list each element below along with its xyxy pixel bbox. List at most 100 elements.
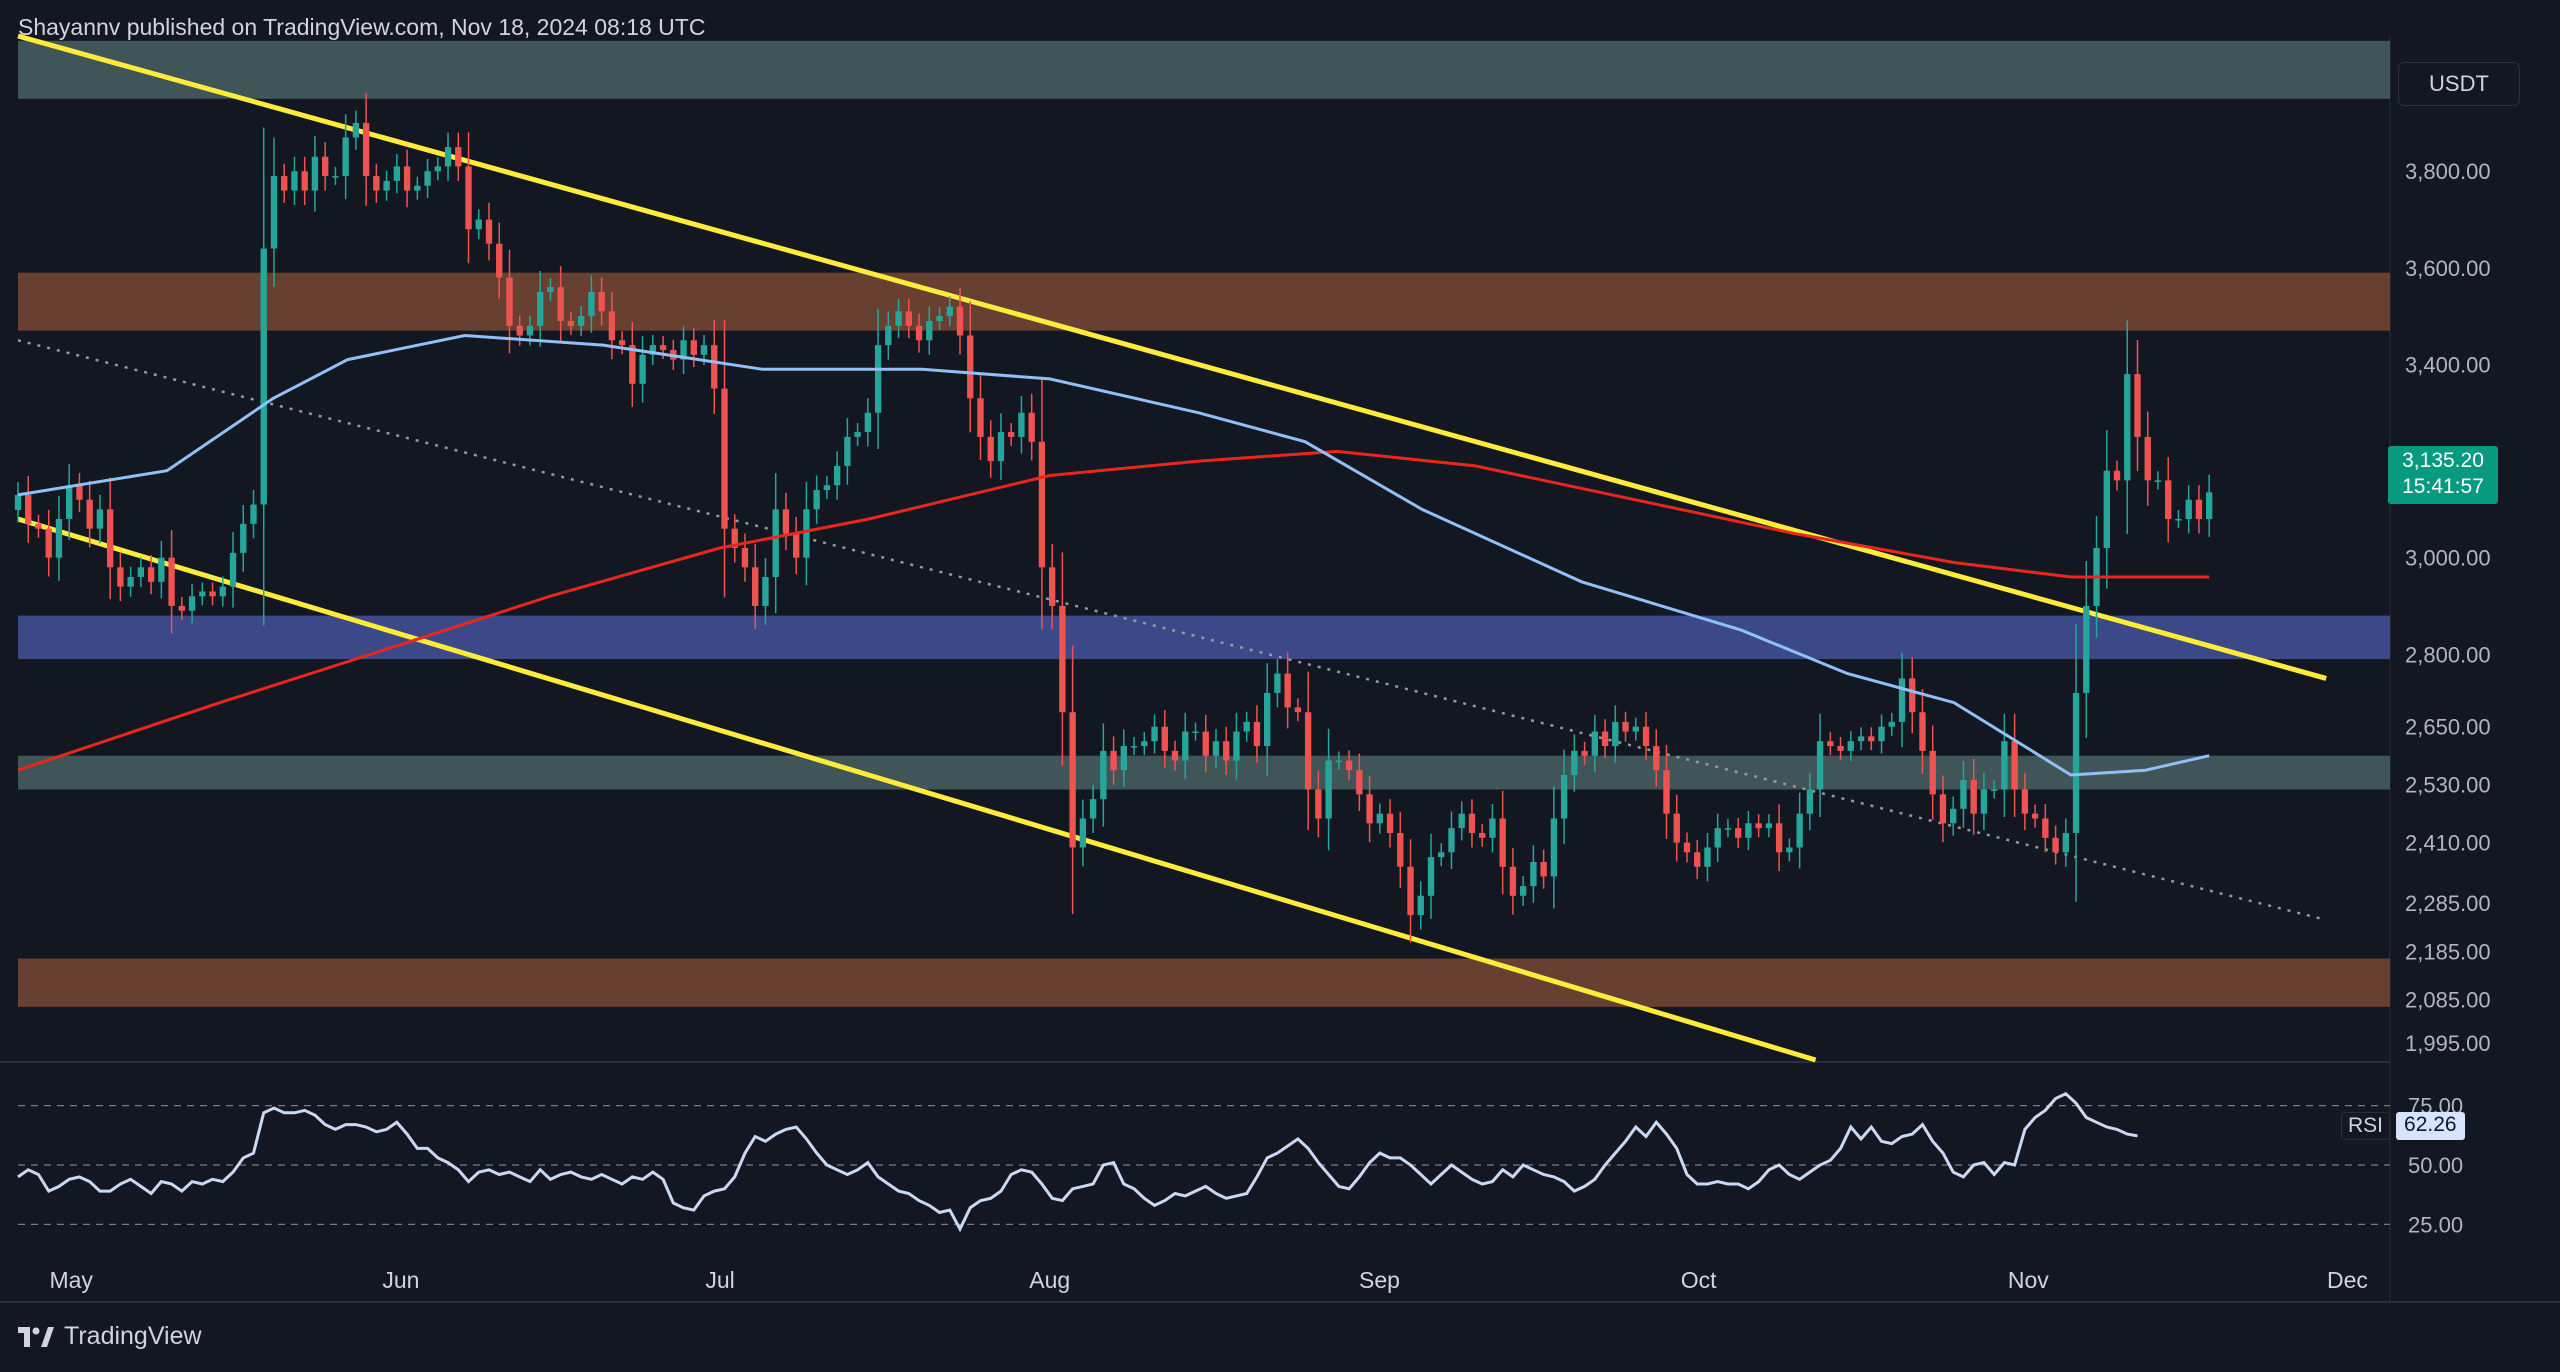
candle-body [1990,789,1998,792]
candle-body [2124,374,2131,481]
candle-body [352,122,360,138]
candle-body [1407,866,1414,916]
candle-body [229,552,237,587]
zone-support-2550 [18,755,2390,790]
candle-body [1499,818,1506,867]
candle-body [547,287,554,292]
candle-body [496,243,503,278]
candle-body [1366,794,1373,824]
candle-body [1130,746,1138,748]
candle-body [414,185,421,191]
candle-body [1264,692,1271,747]
candle-body [711,345,718,389]
candle-body [281,176,288,191]
candle-body [1223,741,1230,761]
candle-body [1100,750,1107,800]
candle-body [178,605,186,611]
candle-body [2072,692,2080,833]
price-tick-label: 3,600.00 [2405,256,2491,281]
candle-body [1171,750,1179,761]
candle-body [2195,499,2203,520]
candle-body [1591,731,1599,756]
candle-body [1253,721,1261,747]
price-tick-label: 3,800.00 [2405,159,2491,184]
price-tick-label: 3,400.00 [2405,352,2491,377]
time-tick-nov: Nov [2008,1267,2049,1293]
currency-selector[interactable]: USDT [2398,62,2520,106]
candle-body [1161,726,1168,751]
candle-body [2103,470,2110,548]
candle-body [1857,736,1865,742]
candle-body [639,354,646,384]
candle-body [373,176,380,191]
candle-body [1540,861,1547,877]
candle-body [997,432,1005,462]
candle-body [485,219,493,244]
candle-body [2113,470,2121,481]
candle-body [1735,828,1742,838]
price-tick-label: 2,530.00 [2405,773,2491,798]
candle-body [905,311,912,326]
candle-body [1489,818,1496,838]
candle-body [1663,770,1670,814]
candle-body [1335,760,1343,763]
candle-body [199,591,206,597]
candle-body [1673,813,1680,843]
candle-body [1345,760,1353,771]
candle-body [55,519,63,558]
candle-body [434,166,441,172]
candle-body [2134,374,2141,437]
ma-fast-line [17,333,2210,777]
candle-body [1294,707,1302,713]
candle-body [1950,808,1957,824]
candle-body [1919,712,1926,751]
candle-body [45,528,52,558]
candle-body [209,591,216,597]
candle-body [321,156,329,177]
candle-body [577,316,585,326]
moving-averages [17,333,2210,777]
candle-body [1284,673,1291,708]
candle-body [332,176,339,178]
candle-body [588,292,595,317]
candle-body [915,325,923,341]
candle-body [2062,832,2070,853]
candle-body [1479,832,1486,838]
rsi-legend[interactable]: RSI 62.26 [2341,1112,2465,1140]
candle-body [393,166,401,181]
candle-body [2031,813,2039,819]
candle-body [2011,741,2018,790]
candle-body [659,345,667,350]
candle-body [1519,886,1527,896]
candle-body [240,523,247,553]
candle-body [1509,866,1517,896]
candle-body [362,122,370,177]
candle-body [1550,818,1558,877]
candle-body [844,436,851,466]
candle-body [2144,436,2151,481]
candle-body [874,345,882,413]
candle-body [403,166,411,191]
candle-body [1775,823,1783,853]
candle-body [1386,813,1394,833]
current-price-tag: 3,135.20 15:41:57 [2388,446,2498,504]
candle-body [117,567,124,587]
candle-body [1028,412,1035,442]
candle-body [956,306,964,336]
candle-body [1141,741,1148,747]
candle-body [1898,678,1906,722]
candle-body [864,412,872,433]
candle-body [219,586,226,597]
candle-body [690,340,697,355]
rsi-tick-label: 25.00 [2408,1212,2463,1237]
tradingview-brand[interactable]: TradingView [18,1322,202,1351]
candle-body [833,465,841,486]
candle-body [977,398,984,437]
candle-body [2052,837,2059,853]
candle-body [1612,721,1619,747]
time-tick-oct: Oct [1681,1267,1717,1293]
candle-body [526,325,534,336]
candle-body [1438,852,1445,858]
candle-body [1427,857,1435,896]
